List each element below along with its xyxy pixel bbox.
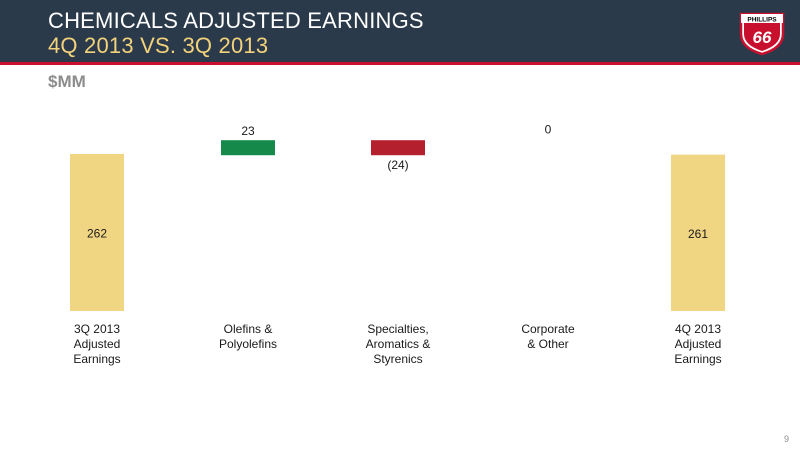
logo-number: 66 bbox=[753, 28, 772, 47]
bar-2 bbox=[221, 140, 275, 156]
data-label-5: 261 bbox=[688, 227, 708, 241]
data-label-1: 262 bbox=[87, 227, 107, 241]
category-label-2: Olefins & Polyolefins bbox=[218, 322, 278, 351]
category-label-5: 4Q 2013 Adjusted Earnings bbox=[674, 322, 722, 366]
category-label-3: Specialties, Aromatics & Styrenics bbox=[365, 322, 431, 366]
data-label-3: (24) bbox=[387, 158, 408, 172]
slide-subtitle: 4Q 2013 VS. 3Q 2013 bbox=[48, 33, 269, 58]
title-banner bbox=[0, 0, 800, 62]
phillips-66-logo-icon: PHILLIPS 66 bbox=[739, 12, 785, 56]
data-label-4: 0 bbox=[545, 123, 552, 137]
title-rule bbox=[0, 62, 800, 65]
bar-1 bbox=[70, 154, 124, 311]
slide-title: CHEMICALS ADJUSTED EARNINGS bbox=[48, 8, 424, 33]
logo-text: PHILLIPS bbox=[747, 17, 777, 24]
bar-5 bbox=[671, 154, 725, 311]
waterfall-chart: 262 23 (24) 0 261 bbox=[70, 123, 725, 311]
data-label-2: 23 bbox=[241, 124, 255, 138]
category-label-1: 3Q 2013 Adjusted Earnings bbox=[73, 322, 121, 366]
unit-label: $MM bbox=[48, 72, 86, 91]
category-label-4: Corporate & Other bbox=[521, 322, 575, 351]
bar-3 bbox=[371, 140, 425, 156]
page-number: 9 bbox=[784, 434, 790, 444]
